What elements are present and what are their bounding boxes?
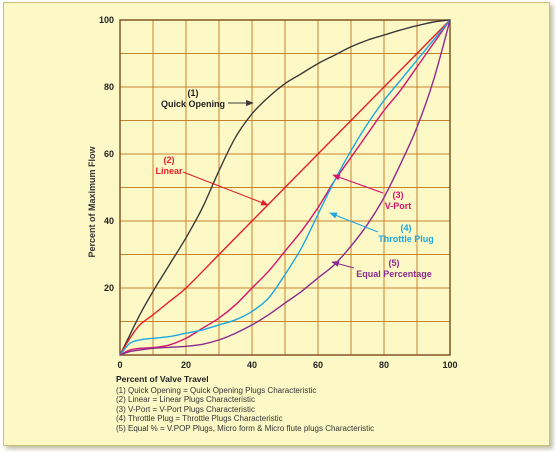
annotation-arrow [330, 213, 378, 232]
annotation-label: Quick Opening [161, 99, 225, 109]
annotation-number: (5) [389, 258, 400, 268]
legend-item: (4) Throttle Plug = Throttle Plugs Chara… [116, 414, 374, 424]
legend: Percent of Valve Travel (1) Quick Openin… [116, 375, 374, 434]
x-tick-label: 20 [181, 360, 191, 370]
annotation-arrow [183, 172, 268, 205]
x-tick-label: 40 [247, 360, 257, 370]
x-tick-label: 80 [379, 360, 389, 370]
y-tick-label: 20 [104, 283, 114, 293]
y-tick-label: 80 [104, 82, 114, 92]
annotation-label: Equal Percentage [356, 269, 432, 279]
x-axis-label: Percent of Valve Travel [116, 375, 374, 385]
y-tick-label: 100 [99, 15, 114, 25]
annotation-number: (3) [393, 190, 404, 200]
y-tick-label: 40 [104, 216, 114, 226]
annotation-number: (2) [164, 155, 175, 165]
annotation-number: (1) [188, 88, 199, 98]
annotation-label: Throttle Plug [378, 234, 434, 244]
x-tick-label: 60 [313, 360, 323, 370]
legend-item: (1) Quick Opening = Quick Opening Plugs … [116, 386, 374, 396]
y-tick-label: 60 [104, 149, 114, 159]
x-tick-label: 0 [117, 360, 122, 370]
annotation-arrow [333, 175, 383, 193]
legend-item: (5) Equal % = V.POP Plugs, Micro form & … [116, 424, 374, 434]
annotation-label: Linear [155, 166, 183, 176]
legend-item: (3) V-Port = V-Port Plugs Characteristic [116, 405, 374, 415]
annotation-number: (4) [401, 223, 412, 233]
x-tick-label: 100 [442, 360, 457, 370]
annotation-label: V-Port [385, 201, 412, 211]
legend-item: (2) Linear = Linear Plugs Characteristic [116, 395, 374, 405]
chart-annotations: (1)Quick Opening (2)Linear (3)V-Port (4)Thr… [155, 88, 433, 279]
y-axis-label: Percent of Maximum Flow [87, 145, 97, 257]
